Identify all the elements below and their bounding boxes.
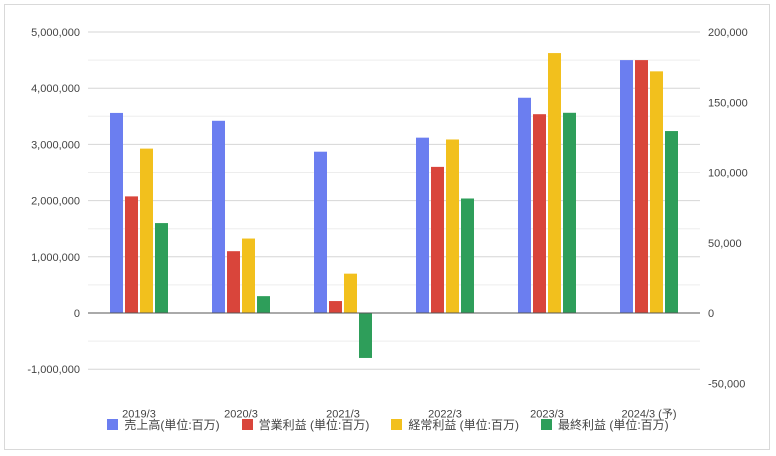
- legend-swatch: [107, 418, 119, 430]
- right-axis-tick-label: -50,000: [708, 378, 745, 390]
- legend-swatch: [541, 418, 552, 430]
- bar: [518, 97, 531, 313]
- left-axis-tick-label: 3,000,000: [31, 139, 80, 151]
- right-axis-tick-label: 50,000: [708, 238, 742, 250]
- right-axis-tick-label: 100,000: [708, 168, 748, 180]
- bar: [329, 301, 342, 313]
- legend-label: 営業利益 (単位:百万): [258, 417, 370, 432]
- left-axis-tick-label: 0: [74, 308, 80, 320]
- bar: [446, 139, 459, 313]
- left-axis-tick-label: 4,000,000: [31, 83, 80, 95]
- x-axis-tick-label: 2021/3: [326, 408, 360, 420]
- bar: [461, 198, 474, 313]
- legend-item: 経常利益 (単位:百万): [391, 416, 519, 433]
- bar: [416, 137, 429, 313]
- bar: [212, 120, 225, 314]
- x-axis-tick-label: 2022/3: [428, 408, 462, 420]
- bar: [533, 114, 546, 313]
- x-axis-tick-label: 2020/3: [224, 408, 258, 420]
- legend-swatch: [241, 418, 253, 430]
- left-axis-tick-label: -1,000,000: [27, 364, 80, 376]
- bar: [548, 53, 561, 313]
- bar: [665, 131, 678, 313]
- bar: [314, 151, 327, 313]
- right-axis-tick-label: 0: [708, 308, 714, 320]
- legend-item: 最終利益 (単位:百万): [541, 416, 669, 433]
- legend-item: 営業利益 (単位:百万): [241, 416, 370, 433]
- legend-item: 売上高(単位:百万): [107, 416, 220, 433]
- bar: [563, 112, 576, 313]
- left-axis-tick-label: 1,000,000: [31, 252, 80, 264]
- right-axis-tick-label: 150,000: [708, 97, 748, 109]
- bar: [431, 166, 444, 313]
- bar: [344, 273, 357, 313]
- x-axis-tick-label: 2024/3 (予): [621, 407, 676, 420]
- bar: [125, 196, 138, 313]
- bar: [110, 112, 123, 313]
- x-axis-tick-label: 2023/3: [530, 408, 564, 420]
- legend-label: 売上高(単位:百万): [124, 417, 220, 432]
- left-axis-tick-label: 2,000,000: [31, 196, 80, 208]
- bar: [635, 60, 648, 313]
- left-axis-tick-label: 5,000,000: [31, 27, 80, 39]
- legend: 売上高(単位:百万) 営業利益 (単位:百万) 経常利益 (単位:百万) 最終利益 (…: [0, 414, 776, 434]
- bar: [140, 148, 153, 313]
- bar: [242, 238, 255, 313]
- legend-label: 経常利益 (単位:百万): [408, 417, 519, 432]
- legend-swatch: [391, 418, 403, 430]
- bar: [620, 60, 633, 313]
- x-axis-tick-label: 2019/3: [122, 408, 156, 420]
- bar: [257, 296, 270, 313]
- bar: [155, 223, 168, 313]
- bar: [650, 71, 663, 313]
- bar: [359, 313, 372, 358]
- right-axis-tick-label: 200,000: [708, 27, 748, 39]
- legend-label: 最終利益 (単位:百万): [558, 417, 669, 432]
- bar: [227, 251, 240, 313]
